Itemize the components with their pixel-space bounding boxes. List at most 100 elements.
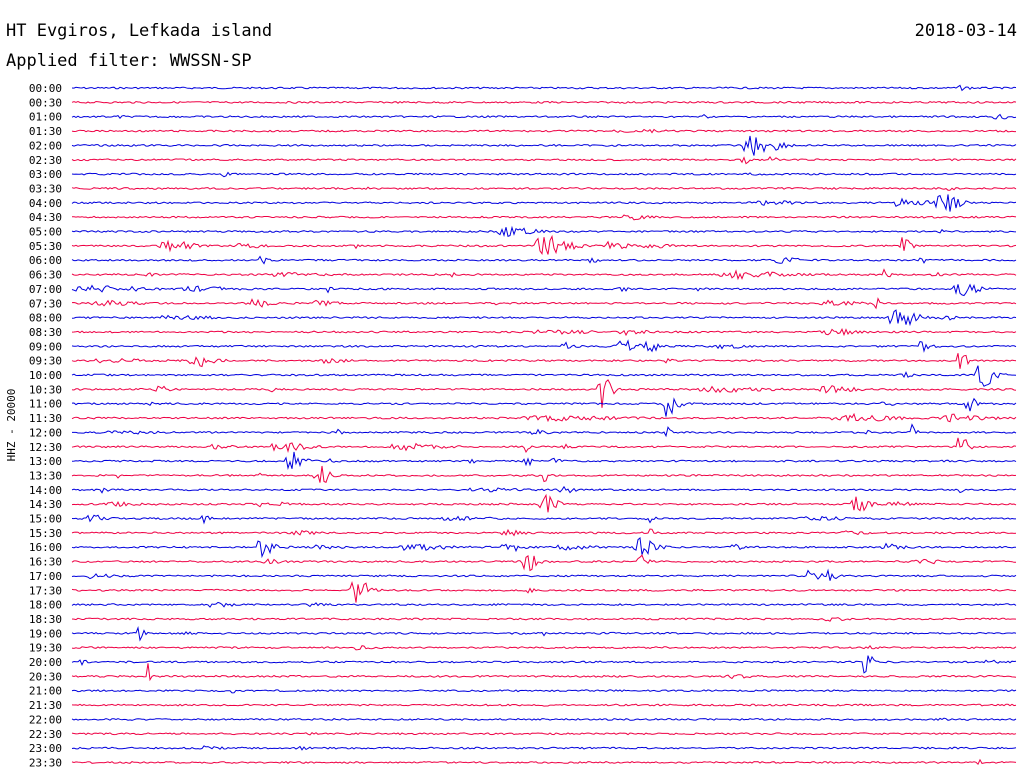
time-tick-label: 14:00 — [29, 484, 62, 497]
seismic-trace — [71, 194, 1017, 212]
time-tick-label: 10:30 — [29, 383, 62, 396]
time-tick-label: 20:30 — [29, 670, 62, 683]
seismic-trace — [71, 485, 1017, 494]
seismic-trace — [71, 268, 1017, 281]
seismic-trace — [72, 423, 1017, 438]
time-tick-label: 01:00 — [29, 111, 62, 124]
seismic-trace — [71, 465, 1017, 483]
time-tick-label: 05:00 — [29, 226, 62, 239]
time-tick-label: 18:30 — [29, 613, 62, 626]
time-tick-label: 03:00 — [29, 168, 62, 181]
seismic-trace — [71, 128, 1016, 134]
time-tick-label: 00:30 — [29, 96, 62, 109]
seismic-trace — [71, 644, 1017, 651]
seismic-trace — [71, 626, 1017, 642]
time-tick-label: 02:30 — [29, 154, 62, 167]
time-tick-label: 03:30 — [29, 182, 62, 195]
seismic-traces — [71, 84, 1017, 766]
seismic-trace — [71, 171, 1017, 178]
seismic-trace — [71, 379, 1017, 408]
seismic-trace — [71, 135, 1017, 156]
time-tick-label: 22:30 — [29, 728, 62, 741]
seismic-trace — [71, 353, 1017, 369]
seismic-trace — [71, 703, 1017, 707]
time-tick-label: 13:00 — [29, 455, 62, 468]
time-tick-label: 22:00 — [29, 713, 62, 726]
time-tick-label: 19:00 — [29, 627, 62, 640]
time-tick-label: 01:30 — [29, 125, 62, 138]
seismic-trace — [71, 689, 1017, 694]
seismic-trace — [71, 581, 1017, 603]
time-tick-label: 08:00 — [29, 312, 62, 325]
time-tick-label: 08:30 — [29, 326, 62, 339]
time-tick-label: 23:30 — [29, 756, 62, 769]
seismic-trace — [71, 365, 1017, 387]
seismic-trace — [71, 225, 1017, 237]
time-tick-label: 16:00 — [29, 541, 62, 554]
time-tick-label: 12:00 — [29, 426, 62, 439]
time-tick-label: 04:00 — [29, 197, 62, 210]
seismic-trace — [71, 255, 1017, 265]
station-title: HT Evgiros, Lefkada island — [6, 21, 272, 41]
seismic-trace — [71, 234, 1017, 256]
time-tick-label: 17:30 — [29, 584, 62, 597]
seismic-trace — [71, 537, 1017, 559]
time-tick-label: 06:30 — [29, 269, 62, 282]
time-tick-label: 07:30 — [29, 297, 62, 310]
seismic-trace — [71, 309, 1017, 327]
seismic-trace — [71, 528, 1017, 537]
seismic-trace — [71, 84, 1017, 92]
time-tick-label: 11:00 — [29, 398, 62, 411]
seismic-trace — [71, 412, 1017, 423]
time-tick-label: 15:00 — [29, 513, 62, 526]
time-tick-label: 02:00 — [29, 139, 62, 152]
time-tick-label: 00:00 — [29, 82, 62, 95]
time-tick-label: 14:30 — [29, 498, 62, 511]
filter-label: Applied filter: WWSSN-SP — [6, 51, 252, 71]
seismic-trace — [71, 297, 1017, 310]
time-tick-label: 07:00 — [29, 283, 62, 296]
seismic-trace — [71, 554, 1016, 572]
date-label: 2018-03-14 — [915, 21, 1017, 41]
time-tick-label: 09:30 — [29, 355, 62, 368]
seismic-trace — [71, 156, 1017, 165]
seismic-trace — [72, 214, 1017, 221]
time-tick-label: 21:30 — [29, 699, 62, 712]
time-tick-label: 16:30 — [29, 556, 62, 569]
seismic-trace — [71, 514, 1016, 525]
seismic-trace — [71, 617, 1017, 622]
time-tick-label: 20:00 — [29, 656, 62, 669]
time-tick-label: 17:00 — [29, 570, 62, 583]
time-tick-label: 12:30 — [29, 441, 62, 454]
seismic-trace — [71, 717, 1017, 721]
time-tick-label: 05:30 — [29, 240, 62, 253]
seismic-trace — [71, 655, 1017, 674]
seismic-trace — [71, 437, 1017, 454]
time-tick-label: 10:00 — [29, 369, 62, 382]
time-tick-label: 09:00 — [29, 340, 62, 353]
seismic-trace — [71, 397, 1017, 417]
seismic-trace — [71, 493, 1017, 513]
seismic-trace — [71, 732, 1017, 736]
time-tick-label: 15:30 — [29, 527, 62, 540]
time-tick-label: 23:00 — [29, 742, 62, 755]
seismic-trace — [71, 568, 1017, 581]
seismic-trace — [71, 601, 1017, 608]
seismic-trace — [71, 327, 1017, 337]
seismic-trace — [71, 758, 1017, 766]
time-tick-label: 19:30 — [29, 642, 62, 655]
seismic-trace — [71, 100, 1017, 104]
time-tick-label: 11:30 — [29, 412, 62, 425]
seismic-trace — [71, 663, 1017, 682]
channel-label: HHZ - 20000 — [5, 389, 18, 462]
time-tick-label: 21:00 — [29, 685, 62, 698]
time-tick-label: 13:30 — [29, 469, 62, 482]
seismic-trace — [71, 283, 1017, 297]
time-tick-label: 06:00 — [29, 254, 62, 267]
seismic-trace — [71, 745, 1017, 751]
seismic-trace — [71, 451, 1017, 470]
seismic-trace — [71, 339, 1017, 353]
time-tick-label: 18:00 — [29, 599, 62, 612]
